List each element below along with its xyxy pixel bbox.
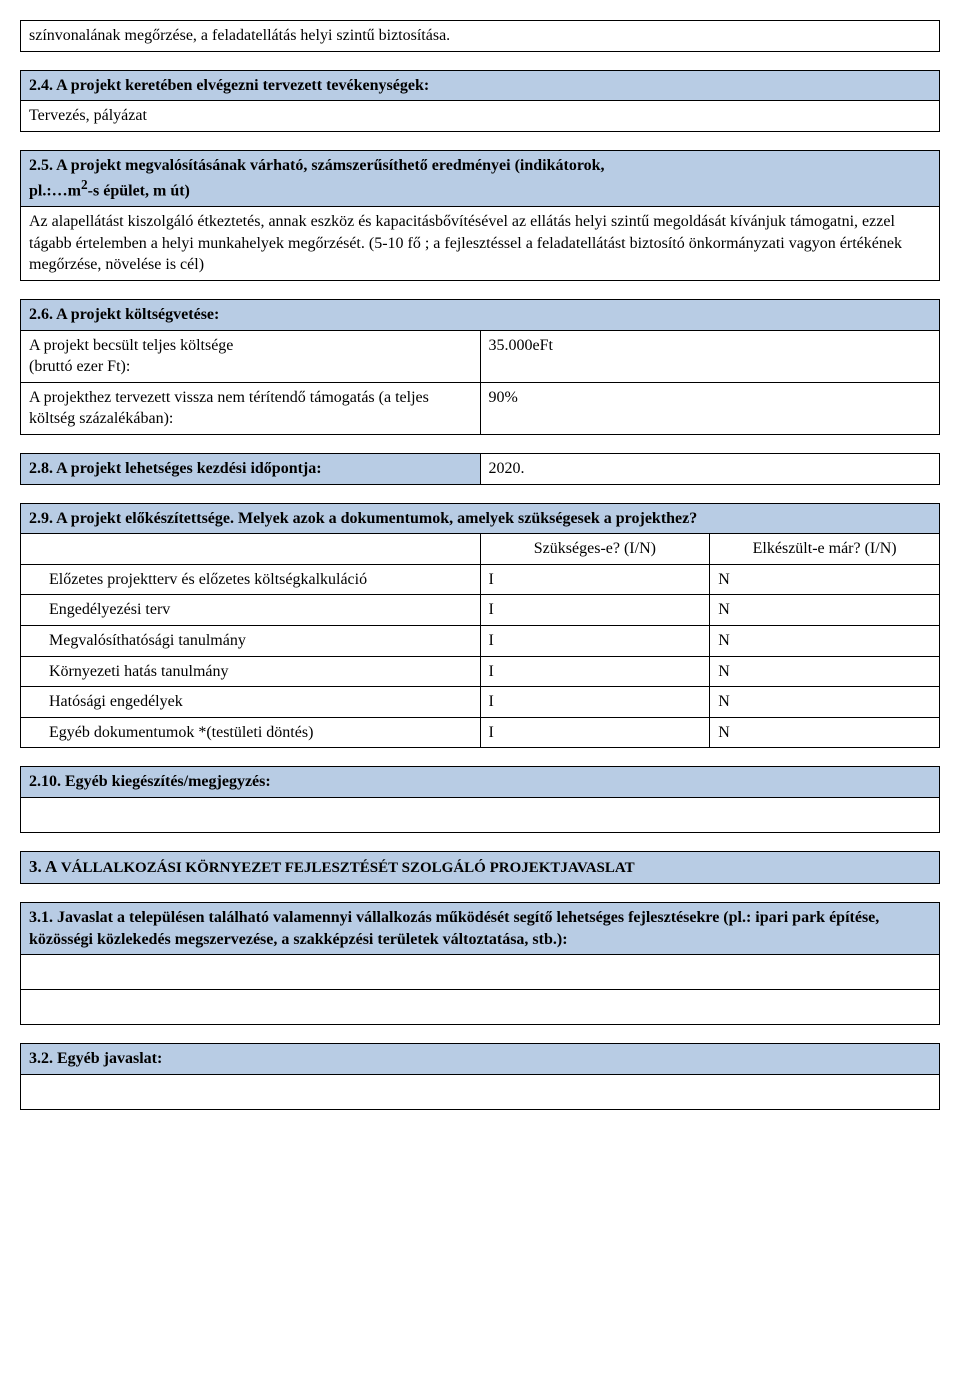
table-row: Engedélyezési terv I N <box>21 595 940 626</box>
section-2-8-heading: 2.8. A projekt lehetséges kezdési időpon… <box>21 454 481 485</box>
doc-row-c2: I <box>480 656 710 687</box>
doc-row-label: Megvalósíthatósági tanulmány <box>21 626 481 657</box>
section-2-10-table: 2.10. Egyéb kiegészítés/megjegyzés: <box>20 766 940 833</box>
doc-row-c2: I <box>480 564 710 595</box>
doc-row-label: Előzetes projektterv és előzetes költség… <box>21 564 481 595</box>
doc-row-c2: I <box>480 717 710 748</box>
section-2-4-heading: 2.4. A projekt keretében elvégezni terve… <box>21 70 940 101</box>
section-2-6-row2-value: 90% <box>480 382 940 434</box>
doc-row-c2: I <box>480 687 710 718</box>
doc-row-c3: N <box>710 626 940 657</box>
section-2-5-heading-line2b: -s épület, m út) <box>88 183 190 200</box>
section-2-6-heading: 2.6. A projekt költségvetése: <box>21 300 940 331</box>
doc-row-c3: N <box>710 656 940 687</box>
table-row: Egyéb dokumentumok *(testületi döntés) I… <box>21 717 940 748</box>
section-2-10-heading: 2.10. Egyéb kiegészítés/megjegyzés: <box>21 767 940 798</box>
section-2-8-table: 2.8. A projekt lehetséges kezdési időpon… <box>20 453 940 485</box>
doc-row-c3: N <box>710 564 940 595</box>
section-3-2-body <box>21 1074 940 1109</box>
doc-row-c2: I <box>480 595 710 626</box>
section-2-6-row2-label: A projekthez tervezett vissza nem téríte… <box>21 382 481 434</box>
section-2-8-value: 2020. <box>480 454 940 485</box>
section-3-heading: 3. A VÁLLALKOZÁSI KÖRNYEZET FEJLESZTÉSÉT… <box>21 851 940 883</box>
table-row: Hatósági engedélyek I N <box>21 687 940 718</box>
section-2-9-heading: 2.9. A projekt előkészítettsége. Melyek … <box>21 503 940 534</box>
section-2-4-table: 2.4. A projekt keretében elvégezni terve… <box>20 70 940 132</box>
section-2-9-col2-head: Szükséges-e? (I/N) <box>480 534 710 565</box>
section-3-2-table: 3.2. Egyéb javaslat: <box>20 1043 940 1110</box>
section-2-6-row1-value: 35.000eFt <box>480 330 940 382</box>
section-3-rest: VÁLLALKOZÁSI KÖRNYEZET FEJLESZTÉSÉT SZOL… <box>57 860 634 876</box>
section-2-5-table: 2.5. A projekt megvalósításának várható,… <box>20 150 940 281</box>
section-3-1-body-row1 <box>21 955 940 990</box>
fragment-top-text: színvonalának megőrzése, a feladatellátá… <box>21 21 940 52</box>
doc-row-c3: N <box>710 687 940 718</box>
section-3-2-heading: 3.2. Egyéb javaslat: <box>21 1044 940 1075</box>
doc-row-label: Környezeti hatás tanulmány <box>21 656 481 687</box>
section-2-6-row1-label: A projekt becsült teljes költsége(bruttó… <box>21 330 481 382</box>
section-2-9-table: 2.9. A projekt előkészítettsége. Melyek … <box>20 503 940 749</box>
section-2-5-heading-line2a: pl.:…m <box>29 183 81 200</box>
section-3-1-body-row2 <box>21 990 940 1025</box>
doc-row-c3: N <box>710 595 940 626</box>
table-row: Megvalósíthatósági tanulmány I N <box>21 626 940 657</box>
fragment-top-table: színvonalának megőrzése, a feladatellátá… <box>20 20 940 52</box>
section-2-5-heading-line1: 2.5. A projekt megvalósításának várható,… <box>29 157 605 174</box>
doc-row-c3: N <box>710 717 940 748</box>
doc-row-label: Engedélyezési terv <box>21 595 481 626</box>
doc-row-label: Egyéb dokumentumok *(testületi döntés) <box>21 717 481 748</box>
section-3-1-heading: 3.1. Javaslat a településen található va… <box>21 902 940 954</box>
section-3-prefix: 3. A <box>29 857 57 876</box>
doc-row-c2: I <box>480 626 710 657</box>
section-2-10-body <box>21 797 940 832</box>
table-row: Előzetes projektterv és előzetes költség… <box>21 564 940 595</box>
section-2-5-sup: 2 <box>81 177 88 192</box>
table-row: Környezeti hatás tanulmány I N <box>21 656 940 687</box>
section-2-5-heading: 2.5. A projekt megvalósításának várható,… <box>21 150 940 207</box>
section-2-9-col1-blank <box>21 534 481 565</box>
section-2-6-table: 2.6. A projekt költségvetése: A projekt … <box>20 299 940 435</box>
doc-row-label: Hatósági engedélyek <box>21 687 481 718</box>
section-3-1-table: 3.1. Javaslat a településen található va… <box>20 902 940 1025</box>
section-2-5-body: Az alapellátást kiszolgáló étkeztetés, a… <box>21 207 940 281</box>
section-3-table: 3. A VÁLLALKOZÁSI KÖRNYEZET FEJLESZTÉSÉT… <box>20 851 940 884</box>
section-2-4-body: Tervezés, pályázat <box>21 101 940 132</box>
section-2-9-col3-head: Elkészült-e már? (I/N) <box>710 534 940 565</box>
